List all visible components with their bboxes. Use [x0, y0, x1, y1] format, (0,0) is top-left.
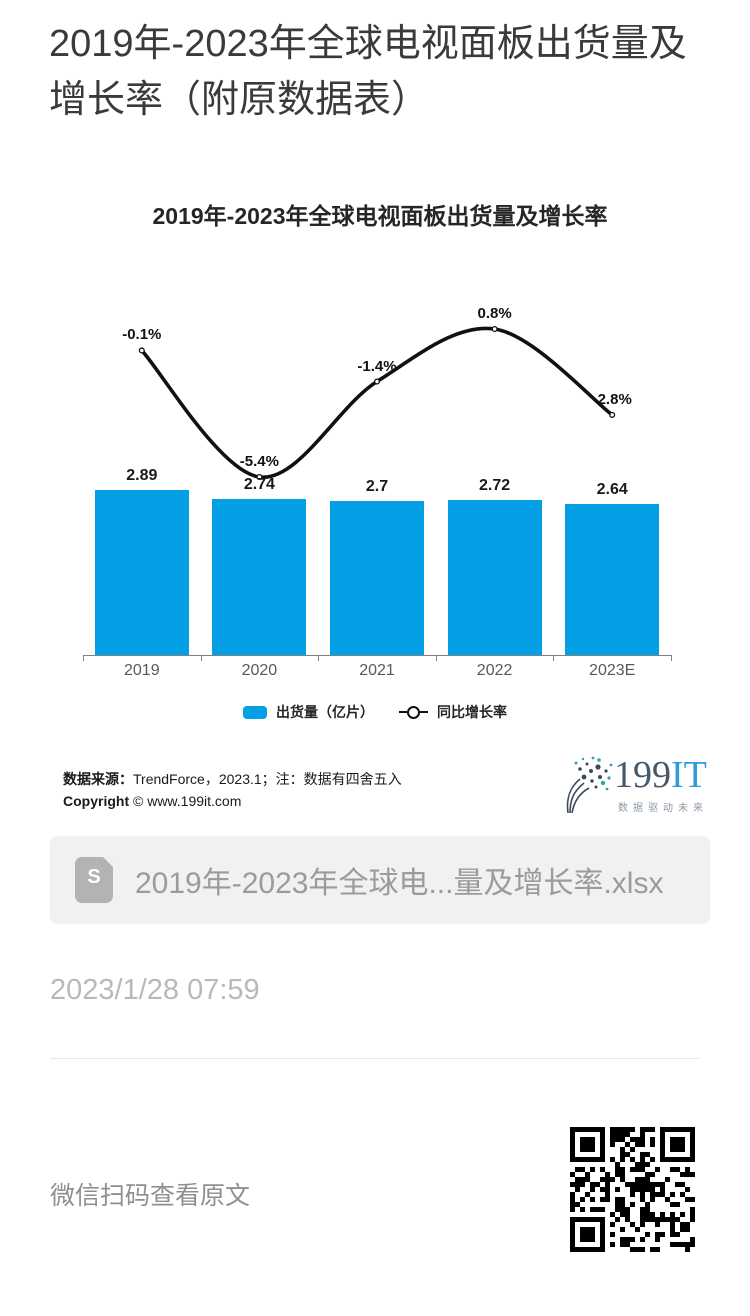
line-point-label: -0.1% — [122, 326, 162, 344]
x-axis-label: 2021 — [359, 662, 395, 679]
chart-title: 2019年-2023年全球电视面板出货量及增长率 — [152, 203, 608, 229]
bar — [447, 499, 542, 655]
bar-value-label: 2.74 — [243, 475, 275, 493]
bar — [565, 504, 660, 655]
source-note: 数据来源：TrendForce，2023.1；注：数据有四舍五入 Copyrig… — [63, 768, 402, 812]
x-axis-label: 2020 — [241, 662, 278, 679]
x-axis-label: 2022 — [476, 662, 513, 679]
publish-timestamp: 2023/1/28 07:59 — [50, 974, 260, 1006]
x-axis-label: 2019 — [124, 662, 160, 679]
bar — [212, 498, 307, 655]
line-point-label: -5.4% — [239, 452, 279, 470]
spreadsheet-file-icon: S — [75, 857, 113, 903]
bar-value-label: 2.72 — [479, 476, 511, 494]
attachment-filename: 2019年-2023年全球电...量及增长率.xlsx — [135, 867, 664, 900]
combo-chart: 2019年-2023年全球电视面板出货量及增长率 2.89 2.74 2.7 2.72… — [83, 203, 672, 722]
bar-series-label: 出货量（亿片） — [276, 704, 374, 720]
x-axis-label: 2023E — [589, 662, 636, 679]
axis-tick — [553, 655, 555, 661]
bar-series-swatch — [243, 705, 267, 719]
bar-value-label: 2.89 — [126, 466, 158, 484]
qr-code — [570, 1127, 695, 1252]
growth-line-plot — [138, 325, 616, 481]
wechat-scan-hint: 微信扫码查看原文 — [50, 1182, 251, 1210]
line-point-label: 0.8% — [477, 305, 512, 322]
x-axis-line — [83, 655, 671, 656]
axis-tick — [83, 655, 84, 661]
section-divider — [50, 1058, 700, 1059]
attachment-card[interactable]: S 2019年-2023年全球电...量及增长率.xlsx — [50, 836, 710, 924]
page-title: 2019年-2023年全球电视面板出货量及增长率（附原数据表） — [49, 23, 687, 121]
data-source-line: 数据来源：TrendForce，2023.1；注：数据有四舍五入 — [63, 771, 402, 787]
bar-value-label: 2.7 — [365, 477, 389, 495]
copyright-line: Copyright © www.199it.com — [63, 793, 242, 809]
line-series-marker-icon — [399, 705, 428, 719]
chart-legend: 出货量（亿片） 同比增长率 — [243, 702, 507, 722]
axis-tick — [435, 655, 437, 661]
dandelion-icon — [566, 756, 613, 814]
logo-wordmark: 199IT — [614, 754, 707, 796]
line-series-label: 同比增长率 — [437, 704, 507, 720]
axis-tick — [671, 655, 672, 661]
axis-tick — [200, 655, 202, 661]
line-point-label: -1.4% — [357, 357, 397, 375]
line-point-label: -2.8% — [592, 390, 632, 408]
logo-tagline: 数据驱动未来 — [618, 803, 708, 814]
bar-value-label: 2.64 — [596, 481, 628, 499]
199it-logo: 199IT 数据驱动未来 — [556, 755, 716, 819]
axis-tick — [318, 655, 320, 661]
bar — [94, 489, 189, 655]
bar — [330, 500, 424, 655]
